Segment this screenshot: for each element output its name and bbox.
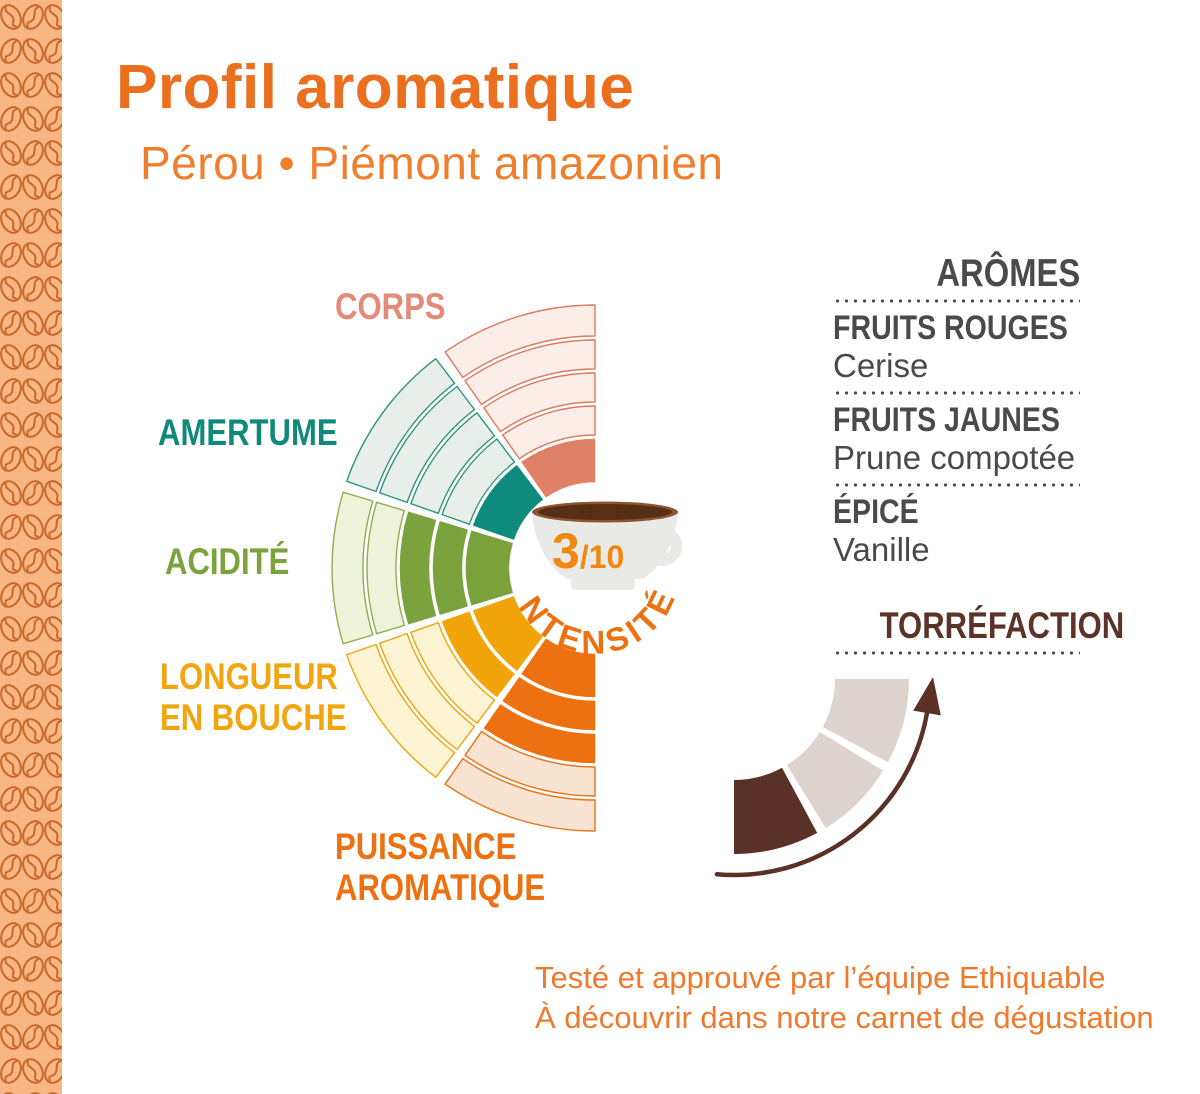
fan-ring-segment [366, 501, 406, 635]
fan-ring-segment [472, 596, 544, 672]
aroma-note: Vanille [833, 531, 930, 568]
fan-label-amertume: AMERTUME [158, 412, 338, 453]
roast-gauge-segment [786, 731, 884, 829]
fan-ring-segment [444, 304, 596, 379]
aroma-note: Prune compotée [833, 439, 1076, 476]
aroma-family: ÉPICÉ [833, 493, 919, 531]
intensity-max: /10 [579, 539, 625, 575]
fan-ring-segment [441, 611, 515, 698]
aroma-item: FRUITS JAUNES Prune compotée [833, 402, 1080, 476]
fan-ring-segment [482, 372, 596, 433]
fan-ring-segment [432, 520, 468, 616]
footer-line1: Testé et approuvé par l’équipe Ethiquabl… [535, 960, 1106, 995]
fan-ring-segment [410, 621, 496, 725]
footer-text: Testé et approuvé par l’équipe Ethiquabl… [535, 958, 1154, 1038]
dotted-divider [833, 299, 1080, 303]
fan-ring-segment [331, 491, 374, 645]
fan-label-longueur: LONGUEUR EN BOUCHE [160, 656, 347, 738]
fan-ring-segment [521, 638, 596, 698]
fan-label-acidite: ACIDITÉ [165, 541, 290, 582]
dotted-divider [833, 651, 1080, 655]
aroma-note: Cerise [833, 347, 929, 384]
fan-ring-segment [378, 632, 476, 751]
fan-ring-segment [444, 757, 596, 832]
fan-ring-segment [472, 464, 544, 540]
aromas-heading: ARÔMES [936, 252, 1080, 295]
coffee-bean-pattern [0, 0, 62, 1094]
footer-line2: À découvrir dans notre carnet de dégusta… [535, 1000, 1154, 1035]
roast-gauge-segment [822, 679, 909, 763]
roast-gauge-segment [734, 767, 818, 854]
intensity-value: 3 [552, 523, 580, 579]
dotted-divider [833, 483, 1080, 487]
fan-label-puissance: PUISSANCE AROMATIQUE [335, 826, 546, 908]
roast-panel: TORRÉFACTION [833, 605, 1125, 660]
aroma-item: FRUITS ROUGES Cerise [833, 310, 1080, 384]
page-title: Profil aromatique [116, 53, 635, 122]
fan-ring-segment [399, 511, 437, 625]
aroma-family: FRUITS JAUNES [833, 401, 1060, 439]
page-subtitle: Pérou • Piémont amazonien [140, 137, 724, 189]
roast-arrow-icon [714, 677, 941, 878]
aroma-item: ÉPICÉ Vanille [833, 494, 1080, 568]
fan-ring-segment [521, 438, 596, 498]
fan-ring-segment [378, 385, 476, 504]
aromas-panel: ARÔMES FRUITS ROUGES Cerise FRUITS JAUNE… [833, 254, 1080, 575]
fan-ring-segment [483, 704, 596, 764]
fan-ring-segment [464, 730, 596, 797]
fan-ring-segment [464, 339, 596, 406]
fan-ring-segment [441, 438, 516, 526]
roast-heading: TORRÉFACTION [879, 605, 1125, 646]
fan-ring-segment [465, 530, 513, 606]
fan-ring-segment [410, 411, 496, 515]
fan-label-corps: CORPS [335, 286, 446, 327]
aroma-family: FRUITS ROUGES [833, 309, 1068, 347]
fan-ring-segment [502, 676, 596, 731]
dotted-divider [833, 391, 1080, 395]
fan-ring-segment [501, 405, 596, 460]
intensity-score: 3/10 [552, 522, 624, 580]
